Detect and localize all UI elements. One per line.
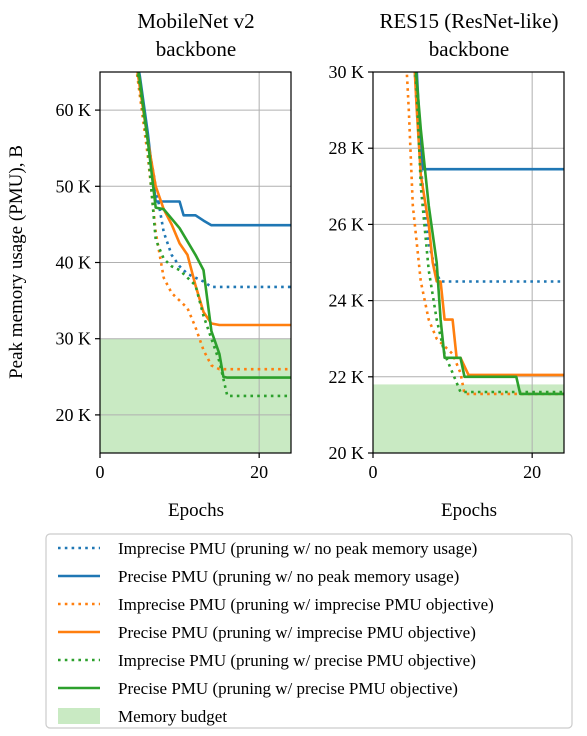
y-ticks: 20 K 30 K 40 K 50 K 60 K [56,100,100,425]
shared-y-axis-label: Peak memory usage (PMU), B [6,145,27,379]
x-axis-label: Epochs [441,500,497,521]
legend-label: Precise PMU (pruning w/ no peak memory u… [118,567,459,586]
series-line-1 [413,72,564,283]
x-tick-label: 0 [96,462,105,482]
series-line-4 [136,72,291,327]
x-axis-label: Epochs [168,500,224,521]
y-tick-label: 20 K [329,443,365,463]
series-line-2 [415,72,564,171]
chart-title-line-2: backbone [156,37,236,61]
legend-entry-5: Imprecise PMU (pruning w/ precise PMU ob… [58,651,476,670]
chart-panel-mobilenet: MobileNet v2 backbone 20 K 30 K 40 K 50 K 60… [56,9,292,521]
x-ticks: 0 20 [96,453,268,482]
legend-entry-7: Memory budget [58,707,227,726]
series-lines [135,72,291,398]
legend-label: Imprecise PMU (pruning w/ precise PMU ob… [118,651,476,670]
legend-entry-1: Imprecise PMU (pruning w/ no peak memory… [58,539,477,558]
legend-label: Precise PMU (pruning w/ precise PMU obje… [118,679,458,698]
y-tick-label: 50 K [56,176,92,196]
chart-title-line-2: backbone [429,37,509,61]
series-line-1 [137,72,291,289]
y-tick-label: 60 K [56,100,92,120]
legend-entry-4: Precise PMU (pruning w/ imprecise PMU ob… [58,623,476,642]
y-tick-label: 30 K [329,62,365,82]
y-tick-label: 20 K [56,405,92,425]
y-ticks: 20 K 22 K 24 K 26 K 28 K 30 K [329,62,373,463]
legend-swatch [58,708,100,724]
legend-label: Imprecise PMU (pruning w/ imprecise PMU … [118,595,494,614]
series-line-3 [405,72,564,396]
x-ticks: 0 20 [369,453,541,482]
x-tick-label: 20 [523,462,541,482]
legend-entry-2: Precise PMU (pruning w/ no peak memory u… [58,567,459,586]
legend-frame [45,533,573,729]
x-tick-label: 0 [369,462,378,482]
series-line-5 [414,72,564,394]
y-tick-label: 30 K [56,329,92,349]
y-tick-label: 26 K [329,214,365,234]
chart-panel-res15: RES15 (ResNet-like) backbone 20 K 22 K 24 … [329,9,565,521]
series-line-6 [414,72,564,396]
y-tick-label: 24 K [329,291,365,311]
y-tick-label: 22 K [329,367,365,387]
legend-entry-3: Imprecise PMU (pruning w/ imprecise PMU … [58,595,494,614]
x-tick-label: 20 [250,462,268,482]
legend: Imprecise PMU (pruning w/ no peak memory… [45,533,573,729]
chart-title-line-1: MobileNet v2 [137,9,254,33]
series-lines [405,72,564,396]
chart-title-line-1: RES15 (ResNet-like) [379,9,558,33]
legend-label: Precise PMU (pruning w/ imprecise PMU ob… [118,623,476,642]
series-line-6 [137,72,291,379]
budget-area [100,338,291,453]
series-line-4 [413,72,564,377]
y-tick-label: 28 K [329,138,365,158]
y-tick-label: 40 K [56,253,92,273]
plot-frame [372,71,565,454]
legend-label: Memory budget [118,707,227,726]
legend-label: Imprecise PMU (pruning w/ no peak memory… [118,539,477,558]
legend-entry-6: Precise PMU (pruning w/ precise PMU obje… [58,679,458,698]
